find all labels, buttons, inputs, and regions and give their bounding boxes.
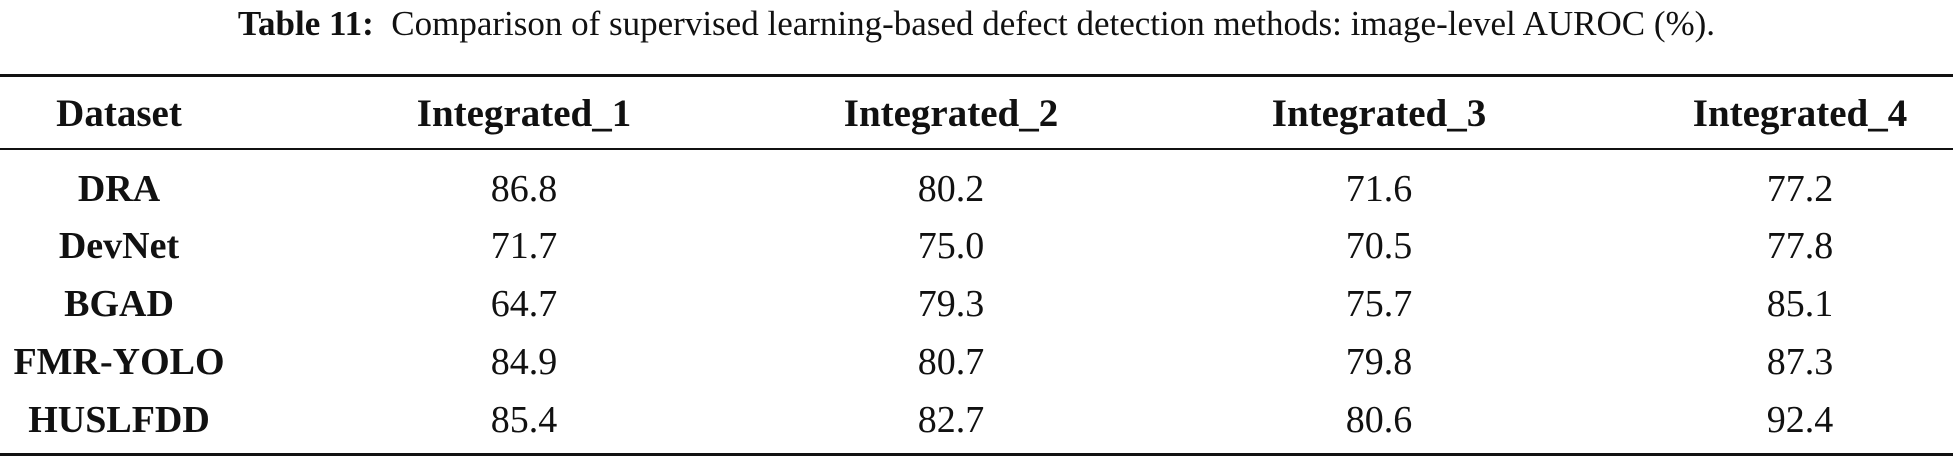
header-cell: Integrated_4 <box>1692 92 1908 135</box>
row-label: FMR-YOLO <box>13 341 225 383</box>
table-cell: 85.4 <box>490 399 558 441</box>
header-cell: Dataset <box>56 92 182 135</box>
header-cell: Integrated_2 <box>843 92 1059 135</box>
table-cell: 80.2 <box>917 168 985 210</box>
table-cell: 92.4 <box>1766 399 1834 441</box>
table-cell: 82.7 <box>917 399 985 441</box>
bottom-rule <box>0 453 1953 456</box>
header-cell: Integrated_1 <box>416 92 632 135</box>
row-label: DevNet <box>58 225 180 267</box>
table-cell: 86.8 <box>490 168 558 210</box>
table-caption: Table 11: Comparison of supervised learn… <box>0 2 1953 46</box>
table-cell: 70.5 <box>1345 225 1413 267</box>
table-cell: 79.3 <box>917 283 985 325</box>
table-cell: 87.3 <box>1766 341 1834 383</box>
row-label: HUSLFDD <box>28 399 210 441</box>
table-cell: 64.7 <box>490 283 558 325</box>
table-cell: 77.2 <box>1766 168 1834 210</box>
table-cell: 75.0 <box>917 225 985 267</box>
table-cell: 71.7 <box>490 225 558 267</box>
table-cell: 85.1 <box>1766 283 1834 325</box>
table-cell: 80.7 <box>917 341 985 383</box>
top-rule <box>0 74 1953 77</box>
caption-label: Table 11: <box>237 4 374 43</box>
table-cell: 80.6 <box>1345 399 1413 441</box>
header-rule <box>0 148 1953 150</box>
table-cell: 71.6 <box>1345 168 1413 210</box>
row-label: BGAD <box>64 283 174 325</box>
table-cell: 79.8 <box>1345 341 1413 383</box>
caption-text: Comparison of supervised learning-based … <box>391 4 1716 43</box>
table-cell: 84.9 <box>490 341 558 383</box>
table-cell: 77.8 <box>1766 225 1834 267</box>
header-cell: Integrated_3 <box>1271 92 1487 135</box>
row-label: DRA <box>77 168 161 210</box>
table-cell: 75.7 <box>1345 283 1413 325</box>
